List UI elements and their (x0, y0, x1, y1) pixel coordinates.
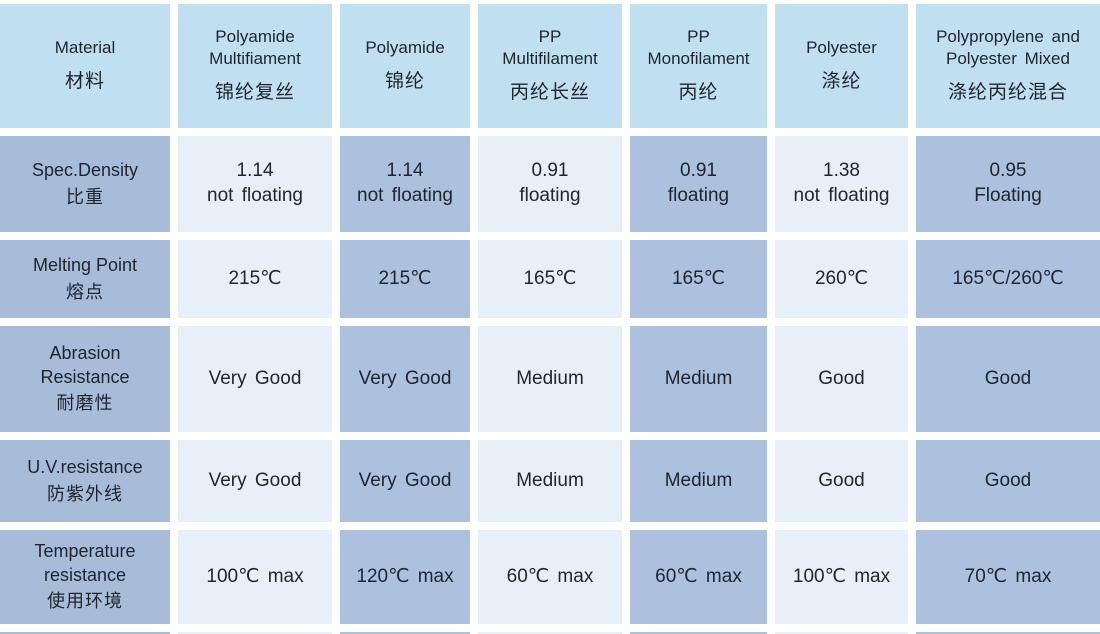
cell-temp-polyamide-multifilament: 100℃ max (178, 530, 332, 624)
header-en: Polypropylene and Polyester Mixed (936, 27, 1080, 69)
cell-uv-pp-multifilament: Medium (478, 440, 622, 522)
header-zh: 锦纶 (384, 71, 425, 93)
cell-density-pp-multifilament: 0.91 floating (478, 136, 622, 232)
cell-uv-mixed: Good (916, 440, 1100, 522)
row-label-zh: 防紫外线 (47, 483, 123, 504)
cell-uv-polyamide: Very Good (340, 440, 470, 522)
cropped-row-sliver (775, 632, 908, 634)
cell-temp-polyamide: 120℃ max (340, 530, 470, 624)
row-label-en: Abrasion Resistance (40, 343, 130, 387)
header-cell-material: Material 材料 (0, 4, 170, 128)
row-label-temperature-resistance: Temperature resistance 使用环境 (0, 530, 170, 624)
row-label-abrasion-resistance: Abrasion Resistance 耐磨性 (0, 326, 170, 432)
row-label-zh: 耐磨性 (56, 393, 114, 414)
header-cell-polyamide: Polyamide 锦纶 (340, 4, 470, 128)
cell-abrasion-polyamide-multifilament: Very Good (178, 326, 332, 432)
cropped-row-sliver (0, 632, 170, 634)
cell-density-pp-monofilament: 0.91 floating (630, 136, 767, 232)
row-label-melting-point: Melting Point 熔点 (0, 240, 170, 318)
cell-temp-mixed: 70℃ max (916, 530, 1100, 624)
cell-melting-mixed: 165℃/260℃ (916, 240, 1100, 318)
cell-abrasion-pp-monofilament: Medium (630, 326, 767, 432)
header-zh: 锦纶复丝 (214, 82, 295, 104)
header-en: PP Monofilament (647, 27, 750, 69)
header-cell-polyamide-multifilament: Polyamide Multifiament 锦纶复丝 (178, 4, 332, 128)
header-cell-pp-polyester-mixed: Polypropylene and Polyester Mixed 涤纶丙纶混合 (916, 4, 1100, 128)
header-material-en: Material (54, 38, 116, 58)
row-label-en: U.V.resistance (27, 457, 143, 478)
header-cell-pp-monofilament: PP Monofilament 丙纶 (630, 4, 767, 128)
cell-density-polyamide-multifilament: 1.14 not floating (178, 136, 332, 232)
cropped-row-sliver (630, 632, 767, 634)
row-label-en: Temperature resistance (34, 541, 136, 585)
header-en: Polyamide Multifiament (209, 27, 301, 69)
cell-temp-pp-multifilament: 60℃ max (478, 530, 622, 624)
header-en: Polyamide (365, 38, 445, 58)
cell-uv-pp-monofilament: Medium (630, 440, 767, 522)
row-label-zh: 熔点 (66, 281, 104, 302)
cell-melting-polyester: 260℃ (775, 240, 908, 318)
cell-abrasion-mixed: Good (916, 326, 1100, 432)
header-zh: 丙纶 (678, 82, 719, 104)
row-label-en: Spec.Density (31, 160, 139, 181)
header-en: Polyester (806, 38, 877, 58)
cell-melting-pp-multifilament: 165℃ (478, 240, 622, 318)
header-en: PP Multifilament (502, 27, 598, 69)
cell-uv-polyamide-multifilament: Very Good (178, 440, 332, 522)
cropped-row-sliver (478, 632, 622, 634)
header-cell-pp-multifilament: PP Multifilament 丙纶长丝 (478, 4, 622, 128)
cell-abrasion-pp-multifilament: Medium (478, 326, 622, 432)
cell-density-polyamide: 1.14 not floating (340, 136, 470, 232)
header-cell-polyester: Polyester 涤纶 (775, 4, 908, 128)
cropped-row-sliver (178, 632, 332, 634)
cell-density-polyester: 1.38 not floating (775, 136, 908, 232)
header-zh: 丙纶长丝 (509, 82, 590, 104)
cell-melting-polyamide: 215℃ (340, 240, 470, 318)
cell-melting-pp-monofilament: 165℃ (630, 240, 767, 318)
cropped-row-sliver (916, 632, 1100, 634)
cell-abrasion-polyamide: Very Good (340, 326, 470, 432)
cell-density-mixed: 0.95 Floating (916, 136, 1100, 232)
cell-melting-polyamide-multifilament: 215℃ (178, 240, 332, 318)
cell-temp-pp-monofilament: 60℃ max (630, 530, 767, 624)
header-zh: 涤纶 (821, 71, 862, 93)
row-label-uv-resistance: U.V.resistance 防紫外线 (0, 440, 170, 522)
cell-abrasion-polyester: Good (775, 326, 908, 432)
header-material-zh: 材料 (64, 71, 105, 93)
cell-temp-polyester: 100℃ max (775, 530, 908, 624)
cropped-row-sliver (340, 632, 470, 634)
row-label-zh: 使用环境 (47, 591, 123, 612)
row-label-zh: 比重 (66, 186, 104, 207)
header-zh: 涤纶丙纶混合 (947, 82, 1068, 104)
row-label-en: Melting Point (32, 255, 138, 276)
row-label-spec-density: Spec.Density 比重 (0, 136, 170, 232)
cell-uv-polyester: Good (775, 440, 908, 522)
